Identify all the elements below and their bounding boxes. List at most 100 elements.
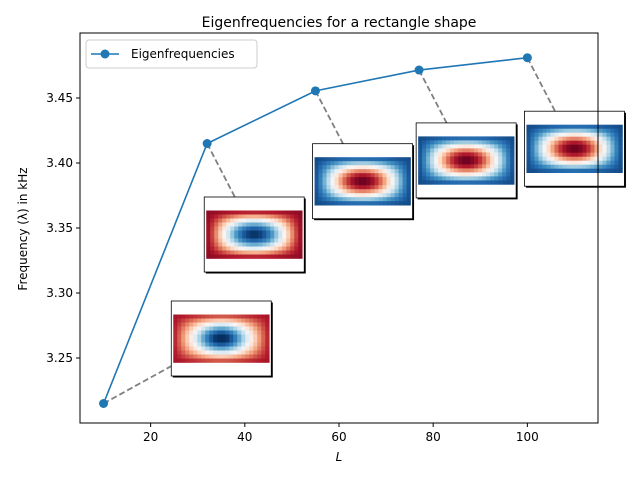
mode-shape-cell (438, 152, 443, 157)
mode-shape-cell (358, 181, 363, 186)
mode-shape-cell (346, 185, 351, 190)
mode-shape-cell (562, 136, 567, 141)
mode-shape-cell (225, 342, 230, 347)
mode-shape-cell (233, 330, 238, 335)
mode-shape-cell (478, 148, 483, 153)
x-tick-label: 100 (516, 430, 539, 444)
mode-shape-cell (318, 165, 323, 170)
mode-shape-cell (242, 254, 247, 259)
mode-shape-cell (474, 140, 479, 145)
mode-shape-cell (298, 254, 303, 259)
mode-shape-cell (294, 230, 299, 235)
mode-shape-cell (258, 214, 263, 219)
mode-shape-cell (237, 358, 242, 363)
mode-shape-cell (197, 330, 202, 335)
mode-shape-inset (170, 300, 273, 378)
mode-shape-cell (590, 152, 595, 157)
mode-shape-cell (422, 180, 427, 185)
mode-shape-cell (222, 234, 227, 239)
mode-shape-cell (534, 164, 539, 169)
mode-shape-cell (217, 334, 222, 339)
legend-frame (85, 39, 258, 69)
mode-shape-cell (534, 136, 539, 141)
mode-shape-cell (173, 326, 178, 331)
mode-shape-cell (466, 156, 471, 161)
mode-shape-cell (358, 169, 363, 174)
mode-shape-cell (542, 164, 547, 169)
mode-shape-cell (606, 164, 611, 169)
mode-shape-cell (193, 330, 198, 335)
mode-shape-cell (590, 164, 595, 169)
mode-shape-cell (226, 210, 231, 215)
mode-shape-cell (566, 140, 571, 145)
mode-shape-cell (546, 156, 551, 161)
mode-shape-cell (234, 246, 239, 251)
mode-shape-cell (430, 136, 435, 141)
mode-shape-cell (177, 338, 182, 343)
mode-shape-cell (249, 326, 254, 331)
mode-shape-cell (534, 160, 539, 165)
mode-shape-cell (266, 218, 271, 223)
mode-shape-cell (334, 173, 339, 178)
mode-shape-cell (226, 226, 231, 231)
mode-shape-cell (185, 314, 190, 319)
mode-shape-cell (434, 176, 439, 181)
mode-shape-cell (245, 314, 250, 319)
mode-shape-cell (266, 250, 271, 255)
mode-shape-cell (366, 165, 371, 170)
mode-shape-cell (594, 164, 599, 169)
mode-shape-insets (170, 110, 626, 378)
mode-shape-cell (606, 156, 611, 161)
mode-shape-cell (490, 160, 495, 165)
mode-shape-cell (205, 350, 210, 355)
mode-shape-cell (346, 165, 351, 170)
mode-shape-cell (374, 177, 379, 182)
mode-shape-cell (390, 157, 395, 162)
mode-shape-cell (546, 160, 551, 165)
mode-shape-cell (177, 342, 182, 347)
mode-shape-cell (261, 330, 266, 335)
mode-shape-cell (434, 152, 439, 157)
mode-shape-cell (502, 156, 507, 161)
mode-shape-cell (330, 201, 335, 206)
mode-shape-cell (201, 338, 206, 343)
mode-shape-cell (530, 168, 535, 173)
mode-shape-cell (490, 176, 495, 181)
mode-shape-cell (237, 354, 242, 359)
mode-shape-cell (542, 152, 547, 157)
mode-shape-cell (558, 136, 563, 141)
mode-shape-cell (446, 156, 451, 161)
mode-shape-cell (586, 124, 591, 129)
mode-shape-cell (173, 358, 178, 363)
mode-shape-cell (234, 238, 239, 243)
mode-shape-cell (265, 346, 270, 351)
mode-shape-cell (237, 322, 242, 327)
mode-shape-cell (206, 222, 211, 227)
mode-shape-cell (458, 176, 463, 181)
mode-shape-cell (261, 338, 266, 343)
mode-shape-cell (546, 136, 551, 141)
mode-shape-cell (402, 197, 407, 202)
mode-shape-cell (510, 176, 515, 181)
mode-shape-cell (221, 322, 226, 327)
mode-shape-cell (354, 185, 359, 190)
mode-shape-cell (286, 250, 291, 255)
mode-shape-cell (402, 193, 407, 198)
mode-shape-cell (274, 238, 279, 243)
mode-shape-cell (454, 172, 459, 177)
mode-shape-cell (422, 164, 427, 169)
mode-shape-cell (370, 165, 375, 170)
y-tick-label: 3.40 (46, 156, 73, 170)
mode-shape-cell (261, 346, 266, 351)
mode-shape-cell (406, 169, 411, 174)
mode-shape-cell (229, 342, 234, 347)
mode-shape-cell (249, 334, 254, 339)
mode-shape-cell (442, 180, 447, 185)
mode-shape-cell (294, 234, 299, 239)
mode-shape-cell (282, 210, 287, 215)
mode-shape-cell (506, 168, 511, 173)
mode-shape-cell (230, 238, 235, 243)
mode-shape-cell (342, 161, 347, 166)
mode-shape-cell (382, 193, 387, 198)
